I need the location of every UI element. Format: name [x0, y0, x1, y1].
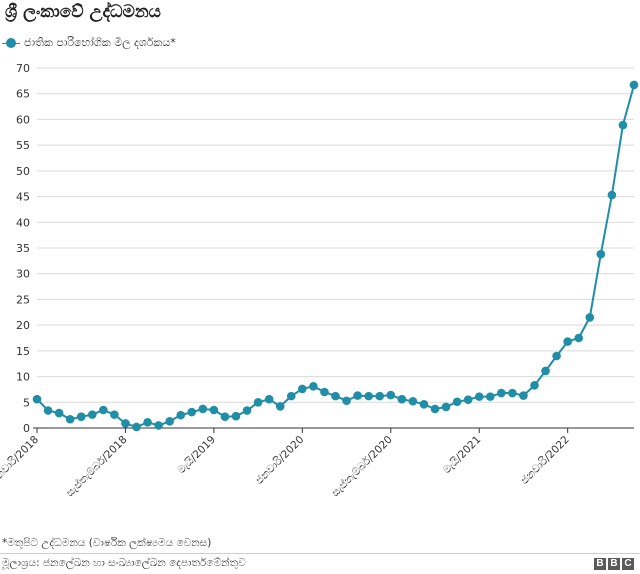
data-point: [298, 384, 307, 394]
y-tick-label: 20: [16, 319, 30, 332]
y-tick-label: 65: [16, 88, 30, 101]
data-point: [386, 390, 396, 400]
y-tick-label: 45: [16, 191, 30, 204]
data-point: [452, 397, 462, 407]
data-point: [519, 391, 528, 400]
data-point: [65, 414, 75, 424]
data-point: [441, 402, 451, 412]
bbc-logo-letter: C: [622, 558, 634, 570]
data-point: [253, 397, 263, 407]
chart-title: ශ්‍රී ලංකාවේ උද්ධමනය: [5, 2, 161, 22]
x-tick-label: ජනවාරි/2018: [0, 433, 41, 487]
y-tick-label: 5: [23, 396, 30, 409]
chart-legend: ජාතික පාරිභෝගික මිල දර්ශකය*: [2, 33, 176, 53]
data-point: [132, 422, 141, 432]
series-cpi: [32, 80, 639, 432]
data-point: [596, 249, 606, 259]
data-point: [154, 421, 163, 430]
x-tick-label: මැයි/2021: [441, 434, 484, 477]
y-tick-label: 35: [16, 242, 30, 255]
data-point: [397, 394, 407, 404]
x-tick-label: සැප්තැම්බර්/2018: [63, 432, 130, 499]
data-point: [87, 410, 97, 419]
data-point: [176, 410, 186, 420]
data-point: [198, 404, 208, 414]
x-tick-label: ජනවාරි/2022: [518, 433, 572, 487]
data-point: [32, 394, 42, 404]
bbc-logo-letter: B: [594, 558, 606, 570]
source-note: මූලාශ්‍රය: ජනලේඛන හා සංඛ්‍යාලේඛන දෙපාර්ත…: [2, 557, 246, 569]
y-axis-tick-labels: 0 5 10 15 20 25 30 35 40 45 50 55 60 65 70: [16, 62, 30, 435]
data-point: [43, 406, 53, 415]
data-point: [375, 391, 385, 401]
data-point: [209, 405, 219, 415]
data-point: [331, 391, 340, 401]
data-point: [242, 406, 252, 415]
footer-divider: [0, 553, 640, 554]
data-point: [474, 392, 484, 401]
data-point: [231, 411, 241, 421]
y-tick-label: 55: [16, 139, 30, 152]
data-point: [286, 391, 296, 401]
data-point: [342, 396, 351, 406]
data-point: [618, 120, 628, 130]
data-point: [485, 392, 495, 401]
x-axis-tick-labels: ජනවාරි/2018 සැප්තැම්බර්/2018 මැයි/2019 ජනවා…: [0, 428, 572, 499]
data-point: [54, 408, 64, 418]
data-point: [419, 400, 429, 409]
data-point: [320, 387, 329, 397]
data-point: [574, 333, 584, 343]
data-point: [607, 190, 617, 200]
data-point: [430, 404, 440, 414]
data-point: [76, 412, 86, 421]
data-point: [530, 381, 539, 390]
legend-marker-icon: [2, 37, 20, 49]
x-tick-label: ජනවාරි/2020: [253, 433, 307, 487]
data-point: [275, 402, 285, 411]
y-tick-label: 40: [16, 216, 30, 229]
y-tick-label: 0: [23, 422, 30, 435]
data-point: [629, 80, 639, 90]
data-point: [585, 313, 595, 322]
y-tick-label: 25: [16, 293, 30, 306]
y-tick-label: 70: [16, 62, 30, 75]
y-tick-label: 10: [16, 371, 30, 384]
data-point: [165, 417, 174, 426]
data-point: [309, 382, 318, 391]
data-point: [364, 391, 373, 401]
data-point: [508, 388, 517, 398]
data-point: [353, 391, 362, 400]
y-tick-label: 50: [16, 165, 30, 178]
bbc-logo-letter: B: [608, 558, 620, 570]
y-tick-label: 15: [16, 345, 30, 358]
data-point: [552, 351, 561, 361]
bbc-logo: B B C: [594, 558, 634, 570]
data-point: [121, 419, 130, 428]
x-tick-label: සැප්තැම්බර්/2020: [328, 432, 395, 499]
data-point: [463, 395, 473, 405]
y-tick-label: 30: [16, 268, 30, 281]
data-point: [563, 337, 572, 346]
data-point: [408, 396, 418, 406]
x-tick-label: මැයි/2019: [175, 434, 218, 477]
data-point: [497, 388, 506, 398]
y-tick-label: 60: [16, 113, 30, 126]
data-point: [99, 405, 108, 415]
series-line: [36, 84, 635, 429]
footnote: *මතුපිට උද්ධමනය (වාර්ෂික ලක්ෂ්‍යමය වෙනස): [2, 537, 212, 549]
gridlines: [37, 67, 634, 403]
data-point: [264, 394, 274, 404]
data-point: [187, 407, 197, 417]
data-point: [541, 366, 550, 376]
data-point: [110, 410, 119, 419]
data-point: [143, 418, 152, 427]
legend-label: ජාතික පාරිභෝගික මිල දර්ශකය*: [24, 36, 176, 49]
data-point: [220, 412, 230, 421]
